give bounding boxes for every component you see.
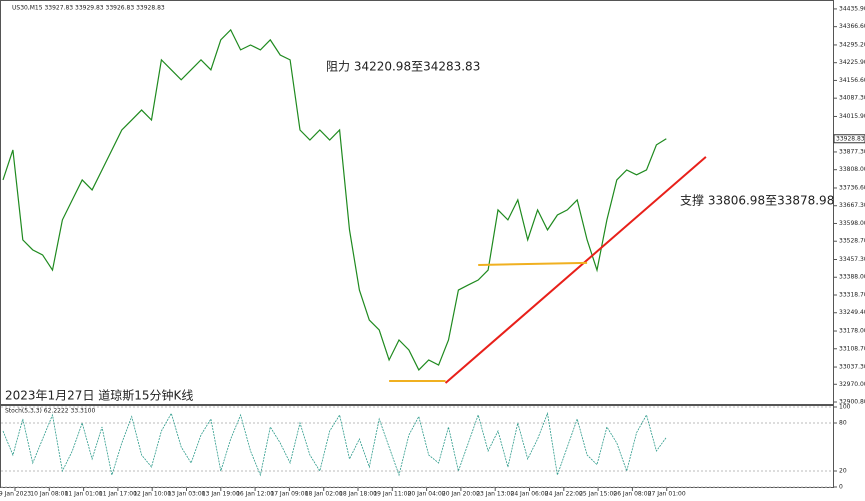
trendline — [478, 261, 588, 266]
y-tick-label: 34087.30 — [839, 95, 865, 102]
x-tick-label: 23 Jan 13:00 — [476, 491, 514, 498]
annotation: 2023年1月27日 道琼斯15分钟K线 — [5, 388, 193, 403]
y-tick-label: 34295.20 — [839, 41, 865, 48]
y-tick-label: 34435.90 — [839, 5, 865, 12]
series-line — [2, 28, 667, 371]
price-tag-label: 33928.83 — [836, 135, 865, 142]
y-tick-label: 34225.90 — [839, 59, 865, 66]
x-tick-label: 13 Jan 19:00 — [202, 491, 240, 498]
y-tick-label: 33249.40 — [839, 309, 865, 316]
x-tick-label: 17 Jan 09:00 — [270, 491, 308, 498]
x-tick-label: 19 Jan 11:00 — [373, 491, 411, 498]
price-tag — [833, 134, 865, 144]
y-tick-label: 33178.00 — [839, 328, 865, 335]
annotation: 支撑 33806.98至33878.98 — [680, 193, 834, 208]
x-tick-label: 11 Jan 17:00 — [99, 491, 137, 498]
y-tick-label: 33808.00 — [839, 166, 865, 173]
price-panel — [0, 0, 834, 405]
x-tick-label: 10 Jan 08:00 — [30, 491, 68, 498]
stoch-title: Stoch(5,3,3) 62.2222 33.3100 — [5, 408, 96, 415]
x-tick-label: 18 Jan 02:00 — [305, 491, 343, 498]
y-tick-label: 33667.30 — [839, 202, 865, 209]
x-tick-label: 18 Jan 18:00 — [339, 491, 377, 498]
x-tick-label: 16 Jan 12:00 — [236, 491, 274, 498]
y-tick-label: 100 — [839, 404, 851, 411]
y-tick-label: 33736.60 — [839, 184, 865, 191]
x-tick-label: 9 Jan 2023 — [0, 491, 31, 498]
trendline — [444, 156, 707, 384]
stoch-panel — [0, 405, 834, 488]
y-tick-label: 34366.60 — [839, 23, 865, 30]
y-tick-label: 33318.70 — [839, 291, 865, 298]
y-tick-label: 33598.00 — [839, 220, 865, 227]
x-tick-label: 11 Jan 01:00 — [65, 491, 103, 498]
x-tick-label: 12 Jan 10:00 — [133, 491, 171, 498]
y-tick-label: 0 — [839, 484, 843, 491]
y-tick-label: 33037.30 — [839, 364, 865, 371]
x-tick-label: 20 Jan 04:00 — [408, 491, 446, 498]
series-line — [2, 411, 667, 477]
x-tick-label: 24 Jan 06:00 — [511, 491, 549, 498]
y-tick-label: 33877.30 — [839, 148, 865, 155]
x-tick-label: 27 Jan 01:00 — [648, 491, 686, 498]
x-tick-label: 26 Jan 08:00 — [613, 491, 651, 498]
y-tick-label: 80 — [839, 420, 847, 427]
x-tick-label: 24 Jan 22:00 — [545, 491, 583, 498]
y-tick-label: 32900.80 — [839, 399, 865, 406]
y-tick-label: 20 — [839, 468, 847, 475]
x-tick-label: 25 Jan 15:00 — [579, 491, 617, 498]
y-tick-label: 33388.00 — [839, 274, 865, 281]
annotation: 阻力 34220.98至34283.83 — [326, 60, 480, 74]
y-tick-label: 33108.70 — [839, 345, 865, 352]
x-tick-label: 20 Jan 20:00 — [442, 491, 480, 498]
y-tick-label: 33457.30 — [839, 256, 865, 263]
x-tick-label: 13 Jan 03:00 — [168, 491, 206, 498]
y-tick-label: 33528.70 — [839, 238, 865, 245]
y-tick-label: 34156.60 — [839, 77, 865, 84]
y-tick-label: 32970.00 — [839, 381, 865, 388]
y-tick-label: 34015.90 — [839, 113, 865, 120]
header: US30,M15 33927.83 33929.83 33926.83 3392… — [12, 5, 165, 12]
